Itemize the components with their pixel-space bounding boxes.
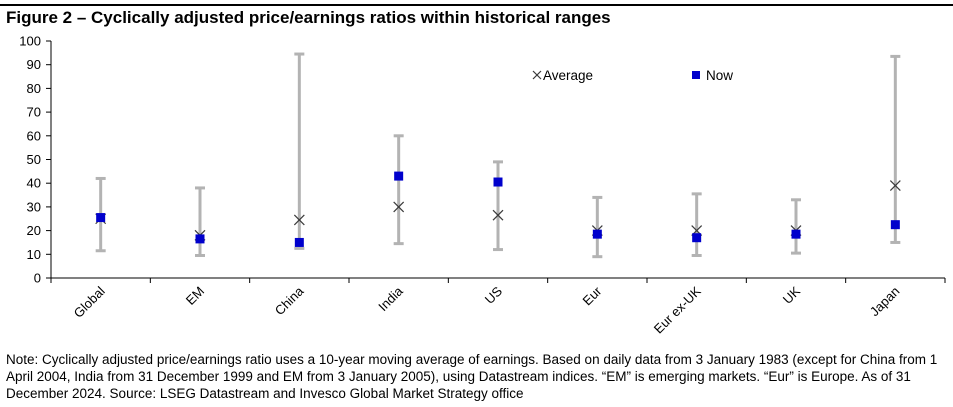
x-tick-label: Eur ex-UK [651,283,704,336]
y-tick-label: 80 [27,81,41,96]
y-tick-label: 10 [27,247,41,262]
y-tick-label: 40 [27,176,41,191]
average-point [293,214,305,226]
x-tick-label: EM [183,284,207,308]
y-tick-label: 20 [27,223,41,238]
legend-now-label: Now [706,68,733,83]
chart-title: Figure 2 – Cyclically adjusted price/ear… [6,8,611,27]
title-rule [0,4,953,6]
y-tick-label: 70 [27,105,41,120]
average-point-stroke [492,209,504,221]
now-point [195,234,205,244]
now-point [394,171,404,181]
x-tick-label: China [272,283,307,318]
y-tick-label: 90 [27,57,41,72]
y-tick-label: 100 [19,34,41,49]
cape-range-chart: 0 10 20 30 40 50 60 70 80 90 100 Global EM China India… [19,34,946,337]
legend-average-marker [532,70,542,80]
chart-note: Note: Cyclically adjusted price/earnings… [6,352,938,401]
average-point-stroke [293,214,305,226]
x-tick-label: UK [780,283,804,307]
now-point [592,229,602,239]
now-point [692,233,702,243]
now-point [493,177,503,187]
y-tick-label: 60 [27,128,41,143]
legend-now-marker [692,71,700,79]
legend: Average Now [532,68,733,83]
average-point [393,201,405,213]
x-tick-label: Global [71,283,108,320]
now-point [294,237,304,247]
x-tick-label: Eur [580,283,605,308]
y-tick-label: 0 [34,271,41,286]
now-point [96,213,106,223]
now-point [890,220,900,230]
average-point [492,209,504,221]
average-point [889,180,901,191]
average-point-stroke [889,180,901,191]
x-tick-label: US [482,283,506,307]
y-tick-label: 50 [27,152,41,167]
legend-average-label: Average [543,68,593,83]
x-tick-label: India [375,283,406,314]
x-tick-label: Japan [867,284,903,320]
now-point [791,229,801,239]
average-point-stroke [393,201,405,213]
y-tick-label: 30 [27,199,41,214]
